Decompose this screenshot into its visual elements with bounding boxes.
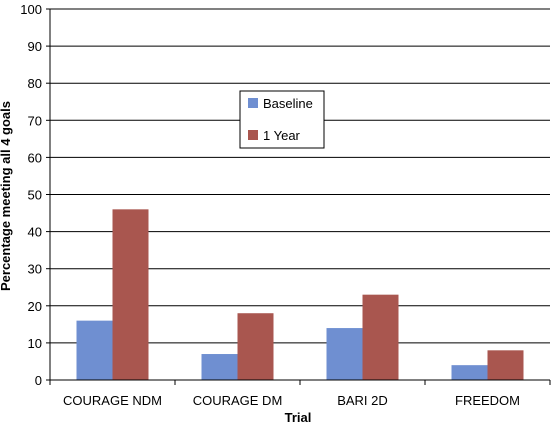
bar-1-year (362, 294, 399, 380)
bars (76, 209, 524, 380)
x-axis-title: Trial (285, 410, 312, 425)
bar-1-year (112, 209, 149, 380)
y-tick-label: 0 (35, 373, 42, 388)
bar-baseline (451, 365, 488, 380)
y-tick-label: 60 (28, 150, 42, 165)
legend-label-1-year: 1 Year (263, 128, 301, 143)
y-tick-label: 40 (28, 225, 42, 240)
bar-baseline (201, 354, 238, 380)
y-tick-label: 10 (28, 336, 42, 351)
legend-swatch-1-year (248, 130, 258, 140)
legend: Baseline 1 Year (239, 90, 325, 149)
y-tick-label: 20 (28, 299, 42, 314)
y-axis-title: Percentage meeting all 4 goals (0, 101, 13, 291)
y-tick-label: 70 (28, 113, 42, 128)
x-tick-label: COURAGE DM (193, 393, 283, 408)
x-tick-label: FREEDOM (455, 393, 520, 408)
legend-label-baseline: Baseline (263, 96, 313, 111)
bar-baseline (76, 320, 113, 380)
axes (46, 8, 551, 385)
bar-1-year (487, 350, 524, 380)
x-tick-label: COURAGE NDM (63, 393, 162, 408)
y-tick-label: 30 (28, 262, 42, 277)
y-tick-label: 80 (28, 76, 42, 91)
y-tick-label: 100 (20, 2, 42, 17)
tick-labels: 0 10 20 30 40 50 60 70 80 90 100 COURAGE NDM COURAGE… (20, 2, 520, 408)
legend-swatch-baseline (248, 98, 258, 108)
bar-1-year (237, 313, 274, 380)
x-tick-label: BARI 2D (337, 393, 388, 408)
y-tick-label: 90 (28, 39, 42, 54)
y-tick-label: 50 (28, 188, 42, 203)
bar-baseline (326, 328, 363, 380)
